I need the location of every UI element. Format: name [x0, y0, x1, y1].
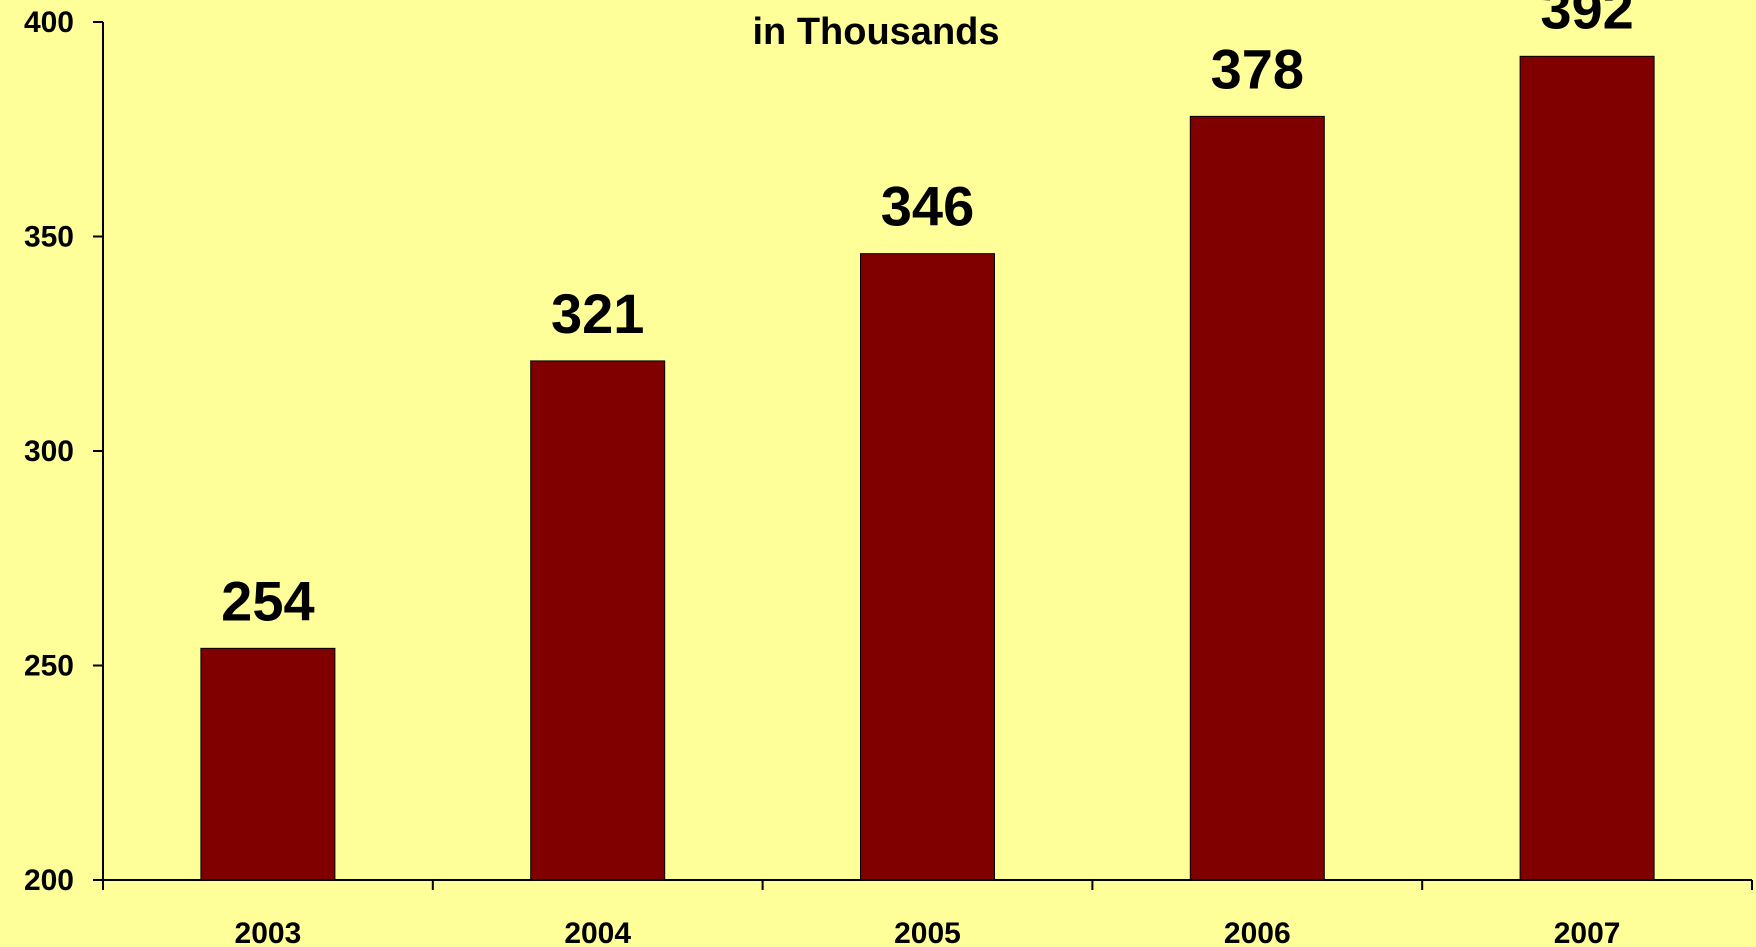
y-tick-label-350: 350: [24, 221, 74, 254]
bar-2004: [530, 360, 666, 881]
data-label-2006: 378: [1211, 37, 1304, 100]
bar-2005: [860, 253, 995, 881]
x-tick-label-2004: 2004: [564, 917, 631, 947]
x-tick-label-2007: 2007: [1554, 917, 1621, 947]
data-label-2005: 346: [881, 175, 974, 238]
y-tick-label-300: 300: [24, 435, 74, 468]
x-tick-label-2003: 2003: [235, 917, 302, 947]
data-label-2004: 321: [551, 282, 644, 345]
bar-2006: [1189, 115, 1325, 881]
data-label-2007: 392: [1540, 0, 1633, 40]
bar-2003: [200, 647, 336, 881]
y-tick-label-400: 400: [24, 6, 74, 39]
data-label-2003: 254: [221, 569, 314, 632]
y-tick-label-200: 200: [24, 864, 74, 897]
x-tick-label-2006: 2006: [1224, 917, 1291, 947]
chart-title: in Thousands: [753, 11, 1000, 53]
y-tick-label-250: 250: [24, 650, 74, 683]
x-tick-label-2005: 2005: [894, 917, 961, 947]
bar-2007: [1519, 55, 1655, 881]
